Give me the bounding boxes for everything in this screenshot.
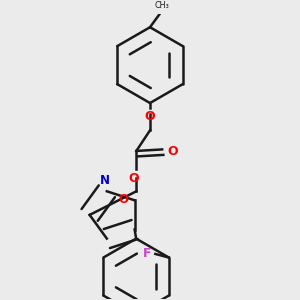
Text: O: O (145, 110, 155, 123)
Text: O: O (167, 145, 178, 158)
Text: O: O (128, 172, 139, 185)
Text: CH₃: CH₃ (155, 1, 170, 10)
Text: O: O (118, 193, 129, 206)
Text: F: F (143, 247, 152, 260)
Text: N: N (100, 174, 110, 187)
